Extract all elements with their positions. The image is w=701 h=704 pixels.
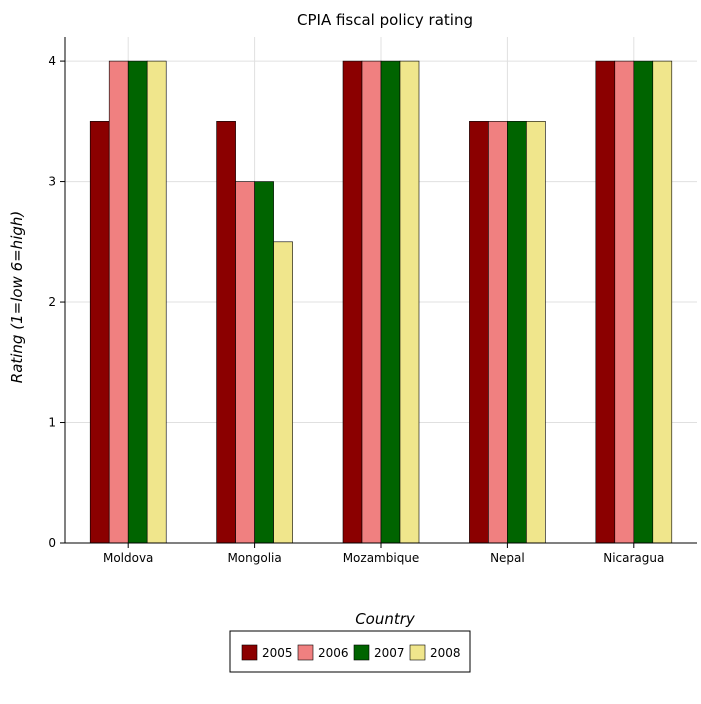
bar [614, 60, 635, 544]
bar [652, 60, 673, 544]
legend-box [229, 630, 471, 673]
y-axis-label: Rating (1=low 6=high) [8, 211, 26, 383]
x-tick-label: Nepal [490, 551, 525, 565]
bar [216, 121, 236, 544]
legend-label: 2005 [262, 646, 293, 660]
bar [507, 121, 527, 544]
bar [595, 60, 616, 544]
bar [399, 60, 420, 544]
axes: 0 1 2 3 4 Moldova Mongolia Mozambique Nepal Nicar… [48, 37, 697, 565]
bars [89, 60, 673, 544]
legend-label: 2008 [430, 646, 461, 660]
y-tick-label: 3 [48, 175, 56, 189]
bar [254, 181, 274, 544]
legend-swatch [353, 644, 370, 661]
x-tick-label: Mozambique [343, 551, 420, 565]
y-tick-label: 4 [48, 54, 56, 68]
bar [89, 121, 110, 544]
bar [488, 121, 508, 544]
legend-swatch [297, 644, 314, 661]
x-axis-label: Country [355, 610, 416, 628]
legend: 2005 2006 2007 2008 [229, 630, 471, 673]
x-tick-label: Moldova [103, 551, 153, 565]
legend-label: 2006 [318, 646, 349, 660]
bar [526, 121, 546, 544]
bar [273, 241, 293, 544]
x-tick-label: Mongolia [227, 551, 281, 565]
bar [342, 60, 363, 544]
bar [146, 60, 167, 544]
bar [380, 60, 401, 544]
bar [127, 60, 148, 544]
bar [235, 181, 255, 544]
y-tick-label: 0 [48, 536, 56, 550]
y-tick-label: 2 [48, 295, 56, 309]
x-tick-label: Nicaragua [603, 551, 664, 565]
bar [361, 60, 382, 544]
bar [469, 121, 489, 544]
legend-label: 2007 [374, 646, 405, 660]
legend-swatch [241, 644, 258, 661]
chart-title: CPIA fiscal policy rating [297, 11, 473, 29]
y-tick-label: 1 [48, 416, 56, 430]
bar [108, 60, 129, 544]
legend-swatch [409, 644, 426, 661]
bar [633, 60, 654, 544]
